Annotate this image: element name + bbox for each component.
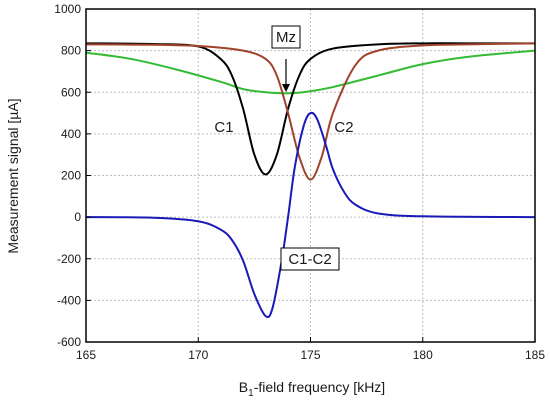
x-axis-title-main: B xyxy=(239,379,248,395)
x-tick-label: 175 xyxy=(300,348,320,362)
annotation-box xyxy=(280,247,340,271)
ticks: 165 170 175 180 185 -600 -400 -200 0 200 400 600 800… xyxy=(54,2,545,362)
series-line-c1-c2 xyxy=(85,111,536,319)
annotation-label: C2 xyxy=(334,119,353,136)
y-axis-title: Measurement signal [µA] xyxy=(5,98,21,253)
series-line-c1 xyxy=(85,42,535,176)
y-tick-label: 400 xyxy=(61,127,81,141)
y-tick-label: -400 xyxy=(57,293,81,307)
x-tick-label: 185 xyxy=(525,348,545,362)
y-tick-label: -600 xyxy=(57,335,81,349)
annotation-arrow-head xyxy=(282,84,290,92)
y-tick-label: 800 xyxy=(61,44,81,58)
x-axis-title-sub: 1 xyxy=(248,388,254,399)
annotation-label: Mz xyxy=(276,29,296,46)
x-axis-title: B1-field frequency [kHz] xyxy=(239,379,385,399)
annotation-box xyxy=(271,25,301,49)
x-tick-label: 170 xyxy=(188,348,208,362)
annotation-label: C1 xyxy=(214,119,233,136)
y-tick-label: 200 xyxy=(61,169,81,183)
y-tick-label: 600 xyxy=(61,85,81,99)
y-tick-label: 0 xyxy=(74,210,81,224)
x-tick-label: 180 xyxy=(413,348,433,362)
x-tick-label: 165 xyxy=(76,348,96,362)
y-tick-label: 1000 xyxy=(54,2,81,16)
annotation-label: C1-C2 xyxy=(288,251,331,268)
y-tick-label: -200 xyxy=(57,252,81,266)
annotations: C1 C2 Mz C1-C2 xyxy=(214,25,354,271)
series-line-mz xyxy=(85,49,536,95)
series-group xyxy=(85,42,536,319)
series-line-c2 xyxy=(85,42,536,181)
x-axis-title-rest: -field frequency [kHz] xyxy=(254,379,386,395)
